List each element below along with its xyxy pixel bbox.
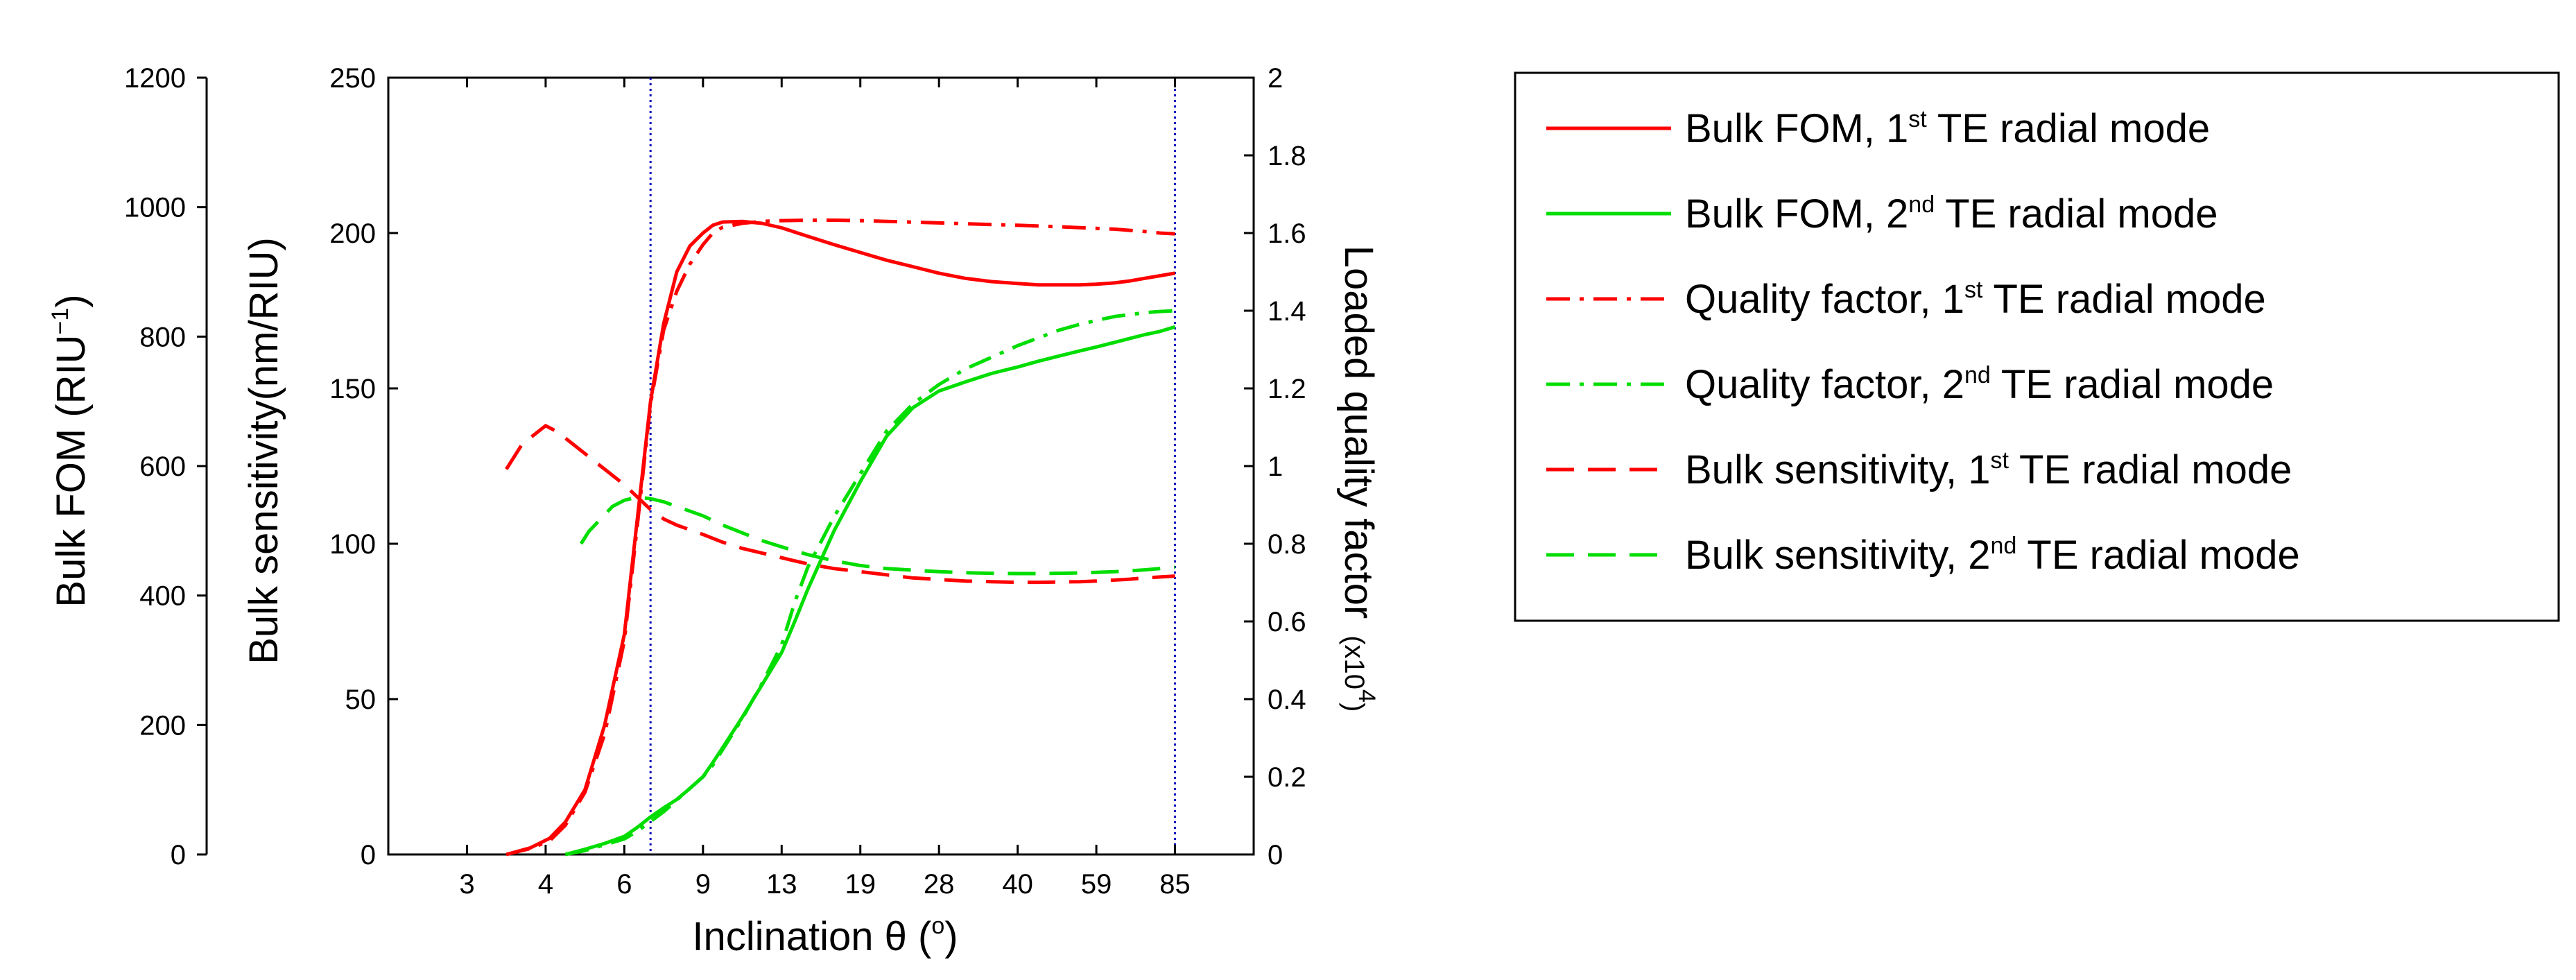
fom-tick-label: 1000 [124,193,186,223]
sensitivity-tick-label: 200 [329,218,376,249]
legend-label-2: Bulk FOM, 2nd TE radial mode [1685,191,2218,237]
quality-factor-axis-label-main: Loaded quality factor [1336,246,1381,619]
quality-tick-label: 1.4 [1268,296,1306,327]
legend-label-5: Bulk sensitivity, 1st TE radial mode [1685,447,2292,492]
plot-frame [387,76,1255,856]
sensitivity-tick-label: 100 [329,529,376,560]
legend-label-suffix: TE radial mode [1982,277,2265,322]
fom-tick-label: 1200 [124,63,186,94]
legend-label-sup: st [1964,277,1983,303]
legend-label-suffix: TE radial mode [1927,106,2210,151]
sensitivity-tick-label: 250 [329,63,376,94]
fom-tick-label: 800 [139,322,186,352]
legend-label-sup: st [1908,106,1927,132]
x-tick-label: 4 [538,869,553,900]
quality-tick-label: 0 [1268,840,1283,870]
legend-label-sup: nd [1908,191,1935,218]
quality-factor-axis-label-unit-end: ) [1339,703,1369,712]
x-tick-label: 9 [695,869,711,900]
fom-axis: 0 200 400 600 800 1000 1200 [124,63,208,870]
quality-tick-label: 0.2 [1268,762,1306,793]
quality-factor-axis-label-unit-sup: 4 [1354,689,1380,703]
quality-tick-label: 1.8 [1268,141,1306,171]
legend-label-prefix: Bulk FOM, 1 [1685,106,1908,151]
fom-axis-label: Bulk FOM (RIU−1) [47,294,94,607]
series-group [505,218,1176,857]
series-line-5 [505,424,1175,585]
quality-factor-axis: 0 0.2 0.4 0.6 0.8 1 1.2 1.4 1.6 1.8 2 [1244,63,1306,870]
series-line-2 [564,325,1176,857]
x-tick-label: 13 [766,869,797,900]
fom-tick-label: 0 [171,840,186,870]
quality-tick-label: 1.6 [1268,218,1306,249]
sensitivity-tick-label: 50 [345,685,377,715]
legend-label-sup: nd [1964,362,1991,388]
sensitivity-axis: 0 50 100 150 200 250 [329,63,398,870]
legend-label-suffix: TE radial mode [1935,191,2218,237]
legend-label-prefix: Bulk FOM, 2 [1685,191,1908,237]
x-tick-label: 59 [1081,869,1112,900]
x-tick-label: 85 [1159,869,1191,900]
x-axis-label-main: Inclination θ ( [692,914,931,959]
legend-label-1: Bulk FOM, 1st TE radial mode [1685,106,2210,151]
sensitivity-tick-label: 150 [329,374,376,404]
x-axis-label: Inclination θ (o) [692,913,958,959]
legend-label-prefix: Bulk sensitivity, 2 [1685,533,1991,578]
quality-tick-label: 2 [1268,63,1283,94]
quality-tick-label: 1 [1268,452,1283,482]
legend-label-prefix: Bulk sensitivity, 1 [1685,447,1991,492]
fom-tick-label: 600 [139,452,186,482]
legend-label-prefix: Quality factor, 1 [1685,277,1964,322]
legend-label-suffix: TE radial mode [2009,447,2292,492]
fom-axis-label-sup: −1 [47,308,74,335]
legend-label-sup: nd [1991,533,2017,559]
legend-label-4: Quality factor, 2nd TE radial mode [1685,362,2274,407]
series-line-6 [579,495,1175,576]
sensitivity-tick-label: 0 [361,840,376,870]
series-line-4 [564,309,1175,857]
x-tick-label: 40 [1002,869,1033,900]
fom-axis-label-end: ) [49,294,94,307]
fom-axis-label-main: Bulk FOM (RIU [49,334,94,607]
x-axis: 3 4 6 9 13 19 28 40 59 85 [459,78,1191,900]
quality-factor-axis-label: Loaded quality factor (x104) [1336,246,1381,712]
plot-area [387,76,1255,856]
legend-label-prefix: Quality factor, 2 [1685,362,1964,407]
fom-tick-label: 200 [139,710,186,741]
axis-labels: Inclination θ (o) Bulk FOM (RIU−1) Bulk … [47,237,1381,959]
legend-label-6: Bulk sensitivity, 2nd TE radial mode [1685,533,2300,578]
legend-label-suffix: TE radial mode [1991,362,2274,407]
x-axis-label-end: ) [944,914,958,959]
series-line-3 [505,218,1175,857]
legend-frame [1514,71,2560,622]
legend-label-sup: st [1991,447,2009,474]
quality-tick-label: 1.2 [1268,374,1306,404]
x-tick-label: 28 [924,869,955,900]
quality-tick-label: 0.4 [1268,685,1306,715]
x-axis-label-sup: o [931,913,944,939]
x-tick-label: 19 [845,869,876,900]
x-tick-label: 3 [459,869,474,900]
legend-label-3: Quality factor, 1st TE radial mode [1685,277,2266,322]
x-tick-label: 6 [616,869,632,900]
series-line-1 [505,219,1175,857]
quality-tick-label: 0.6 [1268,607,1306,637]
quality-factor-axis-label-unit: (x10 [1339,635,1369,689]
quality-tick-label: 0.8 [1268,529,1306,560]
legend-label-suffix: TE radial mode [2016,533,2299,578]
sensitivity-axis-label: Bulk sensitivity(nm/RIU) [241,237,286,664]
fom-tick-label: 400 [139,581,186,612]
